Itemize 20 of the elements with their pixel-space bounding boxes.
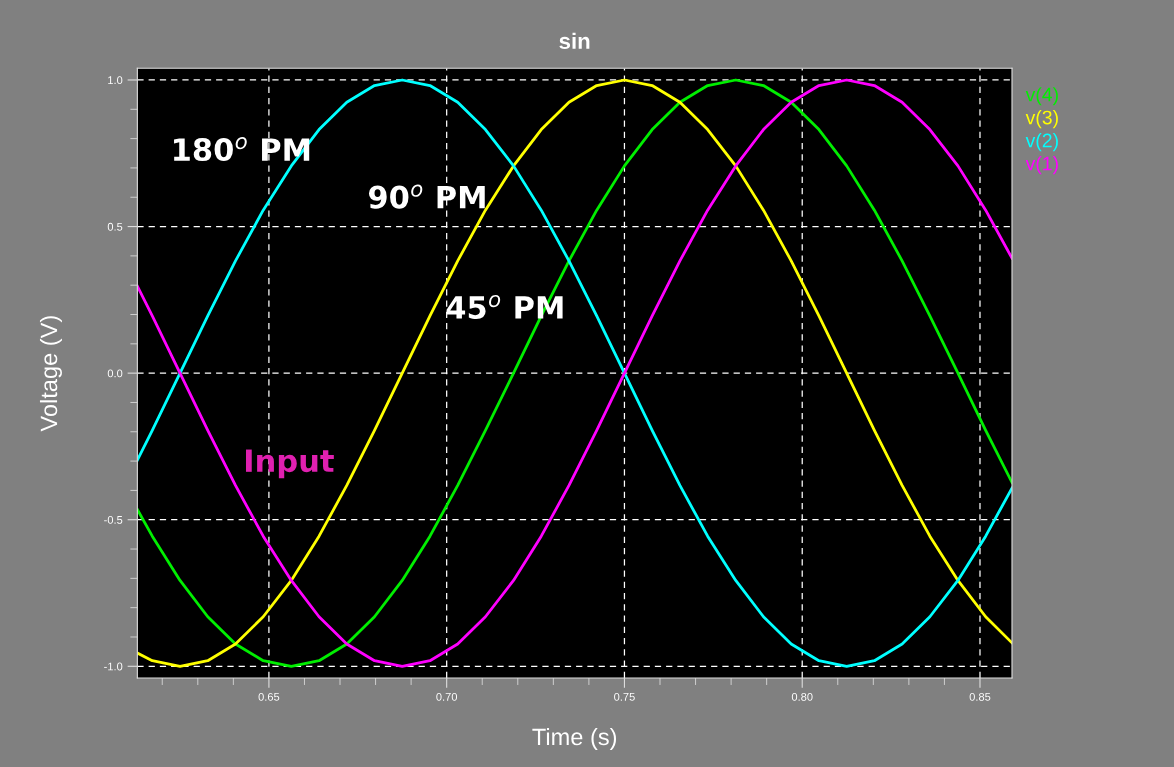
x-tick-label: 0.85 bbox=[969, 692, 991, 701]
chart-title: sin bbox=[559, 32, 590, 50]
y-tick-label: 0.5 bbox=[107, 222, 123, 231]
text: v(4) bbox=[1025, 87, 1058, 106]
x-tick-label: 0.75 bbox=[614, 692, 635, 701]
y-tick-label: 0.0 bbox=[107, 369, 123, 378]
x-axis-title: Time (s) bbox=[532, 727, 617, 750]
annotation: 90$^{o}$ PM bbox=[368, 184, 485, 209]
x-tick-label: 0.70 bbox=[436, 692, 458, 701]
x-tick-label: 0.80 bbox=[791, 692, 813, 701]
text: v(2) bbox=[1025, 133, 1058, 152]
y-tick-label: 1.0 bbox=[108, 76, 123, 85]
text: v(3) bbox=[1025, 110, 1058, 129]
y-tick-label: -0.5 bbox=[104, 515, 123, 524]
annotation: Input bbox=[246, 449, 334, 479]
x-tick-label: 0.65 bbox=[258, 692, 280, 701]
y-tick-label: -1.0 bbox=[104, 662, 123, 671]
line-series bbox=[137, 78, 1012, 668]
text: v(1) bbox=[1025, 156, 1058, 175]
y-axis-title: Voltage (V) bbox=[39, 316, 62, 432]
